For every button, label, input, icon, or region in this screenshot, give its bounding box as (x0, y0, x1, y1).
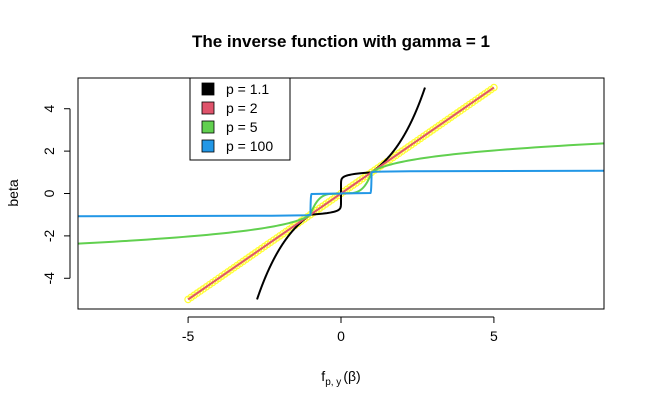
series-line-p-100 (78, 169, 604, 218)
y-tick-label: 2 (41, 147, 57, 155)
x-axis-label: fp, y (β) (321, 368, 360, 388)
legend-swatch (201, 120, 215, 134)
identity-points (184, 83, 498, 304)
chart-title: The inverse function with gamma = 1 (192, 32, 490, 51)
legend-swatch (201, 139, 215, 153)
legend-swatch (201, 82, 215, 96)
plot-border (77, 77, 605, 310)
x-axis: -5 0 5 (182, 316, 498, 344)
legend: p = 1.1 p = 2 p = 5 p = 100 (189, 77, 291, 161)
legend-label: p = 100 (226, 138, 273, 154)
y-axis-label: beta (5, 179, 21, 206)
series-lines (78, 86, 604, 301)
y-tick-label: -2 (41, 229, 57, 242)
legend-label: p = 5 (226, 119, 258, 135)
identity-point (490, 83, 498, 92)
x-tick-label: 5 (490, 328, 498, 344)
legend-label: p = 1.1 (226, 81, 269, 97)
y-tick-label: -4 (41, 272, 57, 285)
x-axis-label-main: f (321, 368, 325, 384)
x-tick-label: -5 (182, 328, 195, 344)
y-tick-label: 0 (41, 189, 57, 197)
x-axis-label-subscript: p, y (325, 377, 341, 388)
x-axis-label-arg: (β) (343, 368, 360, 384)
x-tick-label: 0 (337, 328, 345, 344)
y-tick-label: 4 (41, 105, 57, 113)
legend-swatch (201, 101, 215, 115)
legend-label: p = 2 (226, 100, 258, 116)
y-axis: -4 -2 0 2 4 (41, 105, 71, 285)
